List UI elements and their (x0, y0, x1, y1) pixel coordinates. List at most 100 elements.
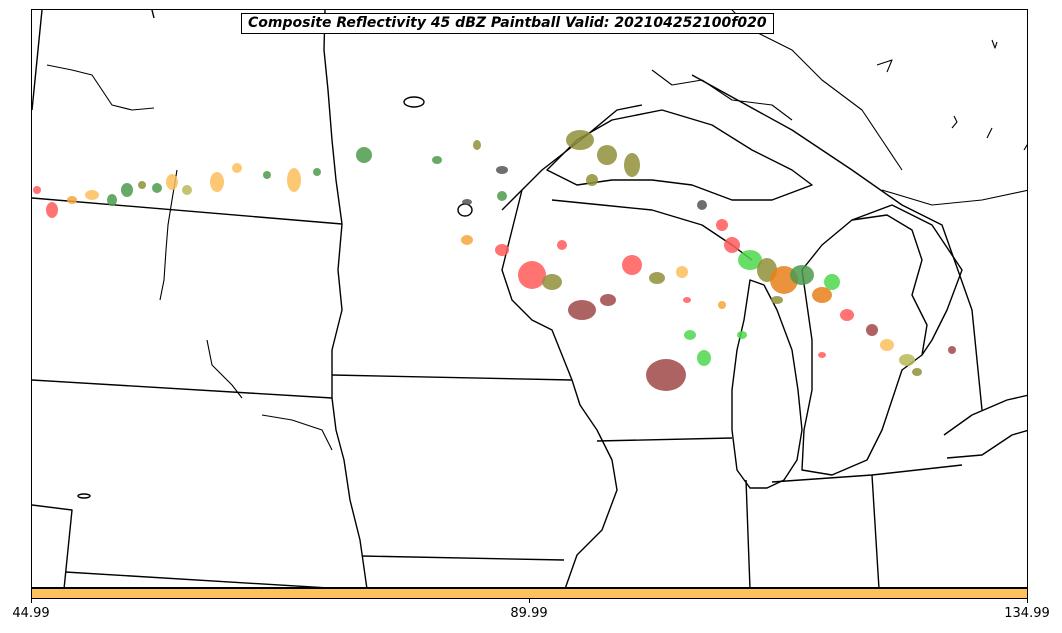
reflectivity-blob (46, 202, 58, 218)
lake-erie (943, 394, 1027, 436)
reflectivity-blob (568, 300, 596, 320)
mn-river (261, 414, 333, 451)
boundary-lines (32, 10, 1027, 587)
reflectivity-blob (496, 166, 508, 174)
reflectivity-blob (67, 196, 77, 204)
map-plot-area (31, 9, 1028, 588)
reflectivity-blob (495, 244, 509, 256)
reflectivity-blob (600, 294, 616, 306)
reflectivity-blob (697, 350, 711, 366)
northeast-islands (876, 59, 893, 73)
ontario-line (691, 74, 983, 411)
reflectivity-blob (121, 183, 133, 197)
reflectivity-blob (738, 250, 762, 270)
reflectivity-blob (356, 147, 372, 163)
reflectivity-blob (697, 200, 707, 210)
wi-west-river (501, 189, 573, 381)
reflectivity-blob (716, 219, 728, 231)
red-river (159, 169, 178, 301)
small-lake (457, 203, 473, 217)
lake-huron (851, 204, 963, 356)
reflectivity-blob (432, 156, 442, 164)
reflectivity-blob (718, 301, 726, 309)
reflectivity-blob (461, 235, 473, 245)
reflectivity-blob (724, 237, 740, 253)
reflectivity-blob (166, 174, 178, 190)
reflectivity-blob (790, 265, 814, 285)
map-canvas (32, 10, 1027, 587)
northeast-islands (1023, 144, 1027, 151)
colorbar-tick-min: 44.99 (12, 606, 50, 621)
northeast-islands (991, 39, 998, 49)
colorbar-tick-max: 134.99 (1004, 606, 1050, 621)
nd-mn-border (323, 10, 343, 225)
reflectivity-blob (107, 194, 117, 206)
in-west-line (745, 479, 751, 587)
sd-south-line (32, 379, 333, 399)
mi-south-line (771, 464, 963, 483)
ontario-north (651, 69, 793, 121)
northeast-islands (951, 115, 958, 129)
reflectivity-blob (948, 346, 956, 354)
reflectivity-blob (622, 255, 642, 275)
reflectivity-blob (33, 186, 41, 194)
reflectivity-blob (737, 331, 747, 339)
reflectivity-blob (818, 352, 826, 358)
reflectivity-blob (840, 309, 854, 321)
reflectivity-blob (646, 359, 686, 391)
reflectivity-blob (313, 168, 321, 176)
iowa-south-line (361, 555, 565, 561)
il-north-line (596, 437, 733, 442)
reflectivity-blob (542, 274, 562, 290)
colorbar (31, 588, 1028, 599)
reflectivity-blob (824, 274, 840, 290)
reflectivity-blob (566, 130, 594, 150)
lake-erie-south (946, 429, 1027, 459)
colorbar-tick-mark (31, 599, 32, 603)
northwest-rivers (46, 64, 155, 111)
iowa-north-west (331, 397, 368, 587)
lake-michigan (731, 279, 803, 489)
reflectivity-blob (473, 140, 481, 150)
reflectivity-blob (812, 287, 832, 303)
sd-river (206, 339, 243, 399)
reflectivity-blob (649, 272, 665, 284)
lake-superior (546, 109, 813, 201)
wi-north-shore (501, 104, 643, 211)
reflectivity-blob (210, 172, 224, 192)
colorbar-tick-mark (1027, 599, 1028, 603)
small-lake (77, 493, 91, 499)
mn-south-line (331, 374, 573, 381)
reflectivity-blob (624, 153, 640, 177)
reflectivity-blob (880, 339, 894, 351)
ks-north-line (64, 571, 325, 587)
reflectivity-blob (182, 185, 192, 195)
nd-north-line (32, 197, 343, 225)
reflectivity-paintball-layer (33, 130, 956, 391)
small-lake (403, 96, 425, 108)
reflectivity-blob (497, 191, 507, 201)
colorbar-tick-mid: 89.99 (510, 606, 548, 621)
reflectivity-blob (232, 163, 242, 173)
in-oh-line (871, 474, 880, 587)
reflectivity-blob (684, 330, 696, 340)
reflectivity-blob (462, 199, 472, 205)
reflectivity-blob (866, 324, 878, 336)
iowa-east-river (564, 379, 618, 587)
western-state-line (32, 10, 43, 111)
reflectivity-blob (912, 368, 922, 376)
ne-ks-line (32, 504, 73, 587)
reflectivity-blob (676, 266, 688, 278)
northeast-islands (986, 127, 993, 139)
reflectivity-blob (287, 168, 301, 192)
reflectivity-blob (899, 354, 915, 366)
ontario-shore (881, 189, 1027, 206)
reflectivity-blob (683, 297, 691, 303)
reflectivity-blob (138, 181, 146, 189)
lower-michigan (801, 214, 928, 476)
reflectivity-blob (518, 261, 546, 289)
reflectivity-blob (586, 174, 598, 186)
colorbar-tick-mark (529, 599, 530, 603)
reflectivity-blob (771, 296, 783, 304)
northern-border (151, 10, 155, 19)
